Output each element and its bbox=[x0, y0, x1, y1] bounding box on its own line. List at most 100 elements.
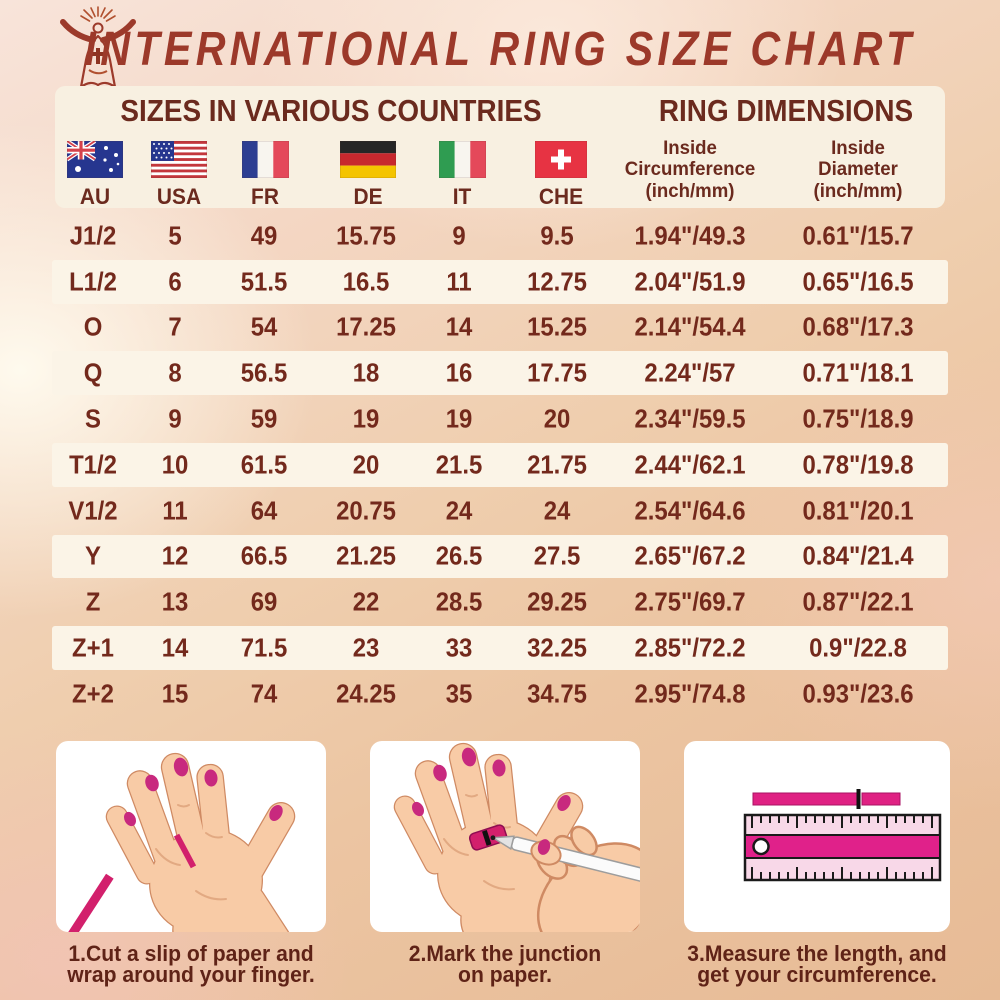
mark-junction-with-pen-illustration bbox=[390, 741, 640, 932]
cell-usa: 8 bbox=[168, 357, 182, 388]
cell-fr: 59 bbox=[250, 403, 278, 434]
cell-fr: 51.5 bbox=[240, 266, 288, 297]
cell-au: Q bbox=[83, 357, 103, 388]
table-row-z1: Z+1 14 71.5 23 33 32.25 2.85"/72.2 0.9"/22.8 bbox=[0, 625, 1000, 671]
ring-size-table: J1/2 5 49 15.75 9 9.5 1.94"/49.3 0.61"/15.7 L1/2… bbox=[0, 213, 1000, 717]
cell-au: J1/2 bbox=[69, 220, 117, 251]
cell-circumference: 2.04"/51.9 bbox=[634, 266, 746, 297]
australia-flag-icon bbox=[67, 141, 123, 178]
cell-it: 19 bbox=[445, 403, 473, 434]
cell-circumference: 2.75"/69.7 bbox=[634, 586, 746, 617]
cell-it: 35 bbox=[445, 678, 473, 709]
table-row-j12: J1/2 5 49 15.75 9 9.5 1.94"/49.3 0.61"/15.7 bbox=[0, 213, 1000, 259]
cell-che: 15.25 bbox=[527, 311, 587, 342]
cell-au: Z+2 bbox=[72, 678, 114, 709]
cell-de: 15.75 bbox=[336, 220, 396, 251]
column-header-it: IT bbox=[412, 141, 512, 210]
cell-de: 17.25 bbox=[336, 311, 396, 342]
cell-it: 28.5 bbox=[435, 586, 483, 617]
cell-usa: 9 bbox=[168, 403, 182, 434]
cell-circumference: 2.95"/74.8 bbox=[634, 678, 746, 709]
column-header-au: AU bbox=[45, 141, 145, 210]
cell-circumference: 2.65"/67.2 bbox=[634, 540, 746, 571]
flag-label-usa: USA bbox=[156, 184, 202, 209]
instruction-panel-1 bbox=[56, 741, 326, 932]
cell-che: 34.75 bbox=[527, 678, 587, 709]
cell-usa: 14 bbox=[161, 632, 189, 663]
switzerland-flag-icon bbox=[535, 141, 587, 178]
cell-de: 20 bbox=[352, 449, 380, 480]
table-row-t12: T1/2 10 61.5 20 21.5 21.75 2.44"/62.1 0.78"/19.… bbox=[0, 442, 1000, 488]
table-row-o: O 7 54 17.25 14 15.25 2.14"/54.4 0.68"/17.3 bbox=[0, 305, 1000, 351]
column-header-inside-diameter: Inside Diameter (inch/mm) bbox=[813, 138, 903, 202]
cell-fr: 66.5 bbox=[240, 540, 288, 571]
cell-che: 9.5 bbox=[540, 220, 574, 251]
cell-che: 17.75 bbox=[527, 357, 587, 388]
instruction-panel-2 bbox=[370, 741, 640, 932]
cell-usa: 5 bbox=[168, 220, 182, 251]
cell-che: 12.75 bbox=[527, 266, 587, 297]
cell-che: 24 bbox=[543, 495, 571, 526]
cell-it: 16 bbox=[445, 357, 473, 388]
column-header-de: DE bbox=[318, 141, 418, 210]
cell-diameter: 0.65"/16.5 bbox=[802, 266, 914, 297]
cell-usa: 7 bbox=[168, 311, 182, 342]
cell-fr: 56.5 bbox=[240, 357, 288, 388]
dimensions-section-header: RING DIMENSIONS bbox=[658, 93, 914, 128]
germany-flag-icon bbox=[340, 141, 396, 178]
cell-fr: 61.5 bbox=[240, 449, 288, 480]
table-row-v12: V1/2 11 64 20.75 24 24 2.54"/64.6 0.81"/20.1 bbox=[0, 488, 1000, 534]
cell-au: T1/2 bbox=[69, 449, 117, 480]
cell-diameter: 0.93"/23.6 bbox=[802, 678, 914, 709]
cell-fr: 49 bbox=[250, 220, 278, 251]
cell-fr: 54 bbox=[250, 311, 278, 342]
cell-circumference: 2.34"/59.5 bbox=[634, 403, 746, 434]
cell-de: 18 bbox=[352, 357, 380, 388]
cell-de: 20.75 bbox=[336, 495, 396, 526]
cell-fr: 64 bbox=[250, 495, 278, 526]
countries-section-header: SIZES IN VARIOUS COUNTRIES bbox=[120, 93, 542, 128]
jesus-figure-logo-icon bbox=[60, 6, 136, 89]
cell-usa: 11 bbox=[162, 495, 188, 526]
cell-circumference: 2.44"/62.1 bbox=[634, 449, 746, 480]
cell-che: 27.5 bbox=[533, 540, 581, 571]
column-header-usa: USA bbox=[129, 141, 229, 210]
cell-it: 14 bbox=[445, 311, 473, 342]
table-row-s: S 9 59 19 19 20 2.34"/59.5 0.75"/18.9 bbox=[0, 396, 1000, 442]
cell-it: 21.5 bbox=[435, 449, 483, 480]
cell-fr: 69 bbox=[250, 586, 278, 617]
cell-che: 20 bbox=[543, 403, 571, 434]
cell-de: 16.5 bbox=[342, 266, 390, 297]
cell-circumference: 2.14"/54.4 bbox=[634, 311, 746, 342]
cell-de: 19 bbox=[352, 403, 380, 434]
cell-circumference: 1.94"/49.3 bbox=[634, 220, 746, 251]
cell-usa: 6 bbox=[168, 266, 182, 297]
cell-de: 24.25 bbox=[336, 678, 396, 709]
cell-it: 9 bbox=[452, 220, 466, 251]
page-title: INTERNATIONAL RING SIZE CHART bbox=[84, 23, 916, 76]
column-header-inside-circumference: Inside Circumference (inch/mm) bbox=[624, 138, 756, 202]
cell-it: 11 bbox=[446, 266, 472, 297]
cell-diameter: 0.68"/17.3 bbox=[802, 311, 914, 342]
france-flag-icon bbox=[241, 141, 289, 178]
cell-che: 32.25 bbox=[527, 632, 587, 663]
table-row-l12: L1/2 6 51.5 16.5 11 12.75 2.04"/51.9 0.65"/16.5 bbox=[0, 259, 1000, 305]
cell-au: Y bbox=[85, 540, 101, 571]
flag-label-fr: FR bbox=[251, 184, 279, 209]
cell-de: 23 bbox=[352, 632, 380, 663]
flag-label-au: AU bbox=[79, 184, 111, 209]
instruction-caption-1: 1.Cut a slip of paper and wrap around yo… bbox=[67, 941, 315, 987]
cell-diameter: 0.87"/22.1 bbox=[802, 586, 914, 617]
cell-circumference: 2.24"/57 bbox=[644, 357, 736, 388]
cell-usa: 15 bbox=[161, 678, 189, 709]
cell-au: S bbox=[85, 403, 101, 434]
ruler-measuring-strip-illustration bbox=[743, 789, 942, 882]
flag-label-it: IT bbox=[452, 184, 472, 209]
flag-label-che: CHE bbox=[538, 184, 584, 209]
instruction-panel-3 bbox=[684, 741, 950, 932]
table-row-q: Q 8 56.5 18 16 17.75 2.24"/57 0.71"/18.1 bbox=[0, 350, 1000, 396]
column-header-fr: FR bbox=[215, 141, 315, 210]
cell-che: 29.25 bbox=[527, 586, 587, 617]
table-row-z: Z 13 69 22 28.5 29.25 2.75"/69.7 0.87"/22.1 bbox=[0, 579, 1000, 625]
hand-with-paper-strip-illustration bbox=[59, 750, 317, 932]
